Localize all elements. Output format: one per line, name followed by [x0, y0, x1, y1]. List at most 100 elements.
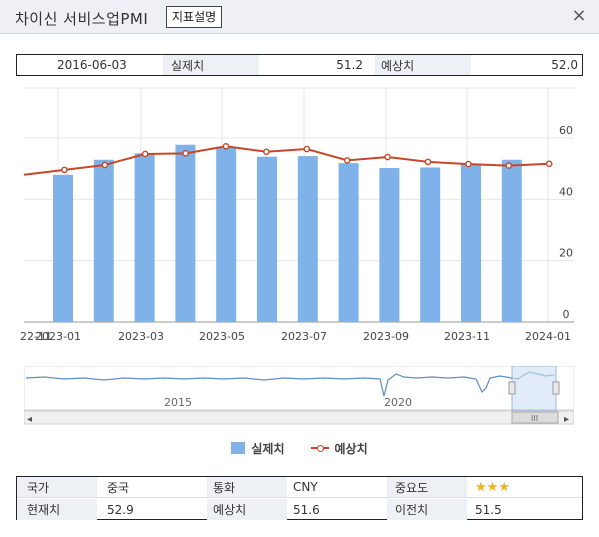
legend-actual-label: 실제치: [251, 441, 285, 456]
info-row-2: 현재치 52.9 예상치 51.6 이전치 51.5: [17, 499, 582, 520]
previous-label: 이전치: [387, 499, 467, 520]
main-chart[interactable]: 22-11 2023-01 2023-03 2023-05 2023-07 2023-09…: [0, 80, 599, 350]
current-value-text: 52.9: [107, 502, 134, 517]
x-tick-label: 2023-07: [281, 330, 327, 343]
currency-value: CNY: [287, 477, 387, 497]
navigator-label-2015: 2015: [164, 396, 192, 409]
y-tick-label: 40: [559, 185, 573, 198]
x-tick-label: 22-11: [20, 330, 52, 343]
close-icon[interactable]: ×: [571, 5, 587, 26]
forecast-point: [182, 150, 189, 157]
y-tick-label: 60: [559, 124, 573, 137]
title-bar: 차이신 서비스업PMI 지표설명 ×: [0, 0, 599, 34]
indicator-info-table: 국가 중국 통화 CNY 중요도 ★ ★ ★ 현재치 52.9 예상치 51.6 이…: [16, 476, 583, 520]
country-value-text: 중국: [107, 480, 130, 495]
chart-bar: [501, 159, 522, 322]
summary-forecast-value-text: 52.0: [551, 58, 578, 72]
currency-value-text: CNY: [293, 480, 318, 494]
forecast-value-text: 51.6: [293, 502, 320, 517]
summary-actual-label-text: 실제치: [171, 58, 205, 73]
legend-item-actual[interactable]: 실제치: [231, 438, 285, 458]
scrollbar-thumb[interactable]: [511, 411, 559, 424]
summary-actual-value-text: 51.2: [336, 58, 363, 72]
x-tick-label: 2023-09: [363, 330, 409, 343]
forecast-point: [465, 160, 472, 168]
legend-line-marker-icon: [310, 443, 329, 453]
navigator-canvas[interactable]: 2015 2020 III ◂ ▸: [23, 365, 575, 426]
current-value: 52.9: [97, 499, 207, 520]
previous-value: 51.5: [467, 499, 582, 520]
current-label-text: 현재치: [27, 503, 61, 517]
forecast-label-text: 예상치: [213, 503, 247, 517]
legend-item-forecast[interactable]: 예상치: [310, 438, 368, 458]
window-title: 차이신 서비스업PMI: [15, 10, 149, 28]
scroll-left-arrow-icon[interactable]: ◂: [27, 414, 32, 425]
x-tick-label: 2023-11: [444, 330, 490, 343]
scrollbar-grip-icon: III: [531, 414, 538, 423]
summary-row: 2016-06-03 실제치 51.2 예상치 52.0: [16, 54, 583, 76]
chart-bar: [338, 163, 359, 322]
importance-star-icon: ★: [475, 479, 487, 495]
forecast-label: 예상치: [207, 499, 287, 520]
legend-forecast-label: 예상치: [334, 441, 368, 456]
navigator-selection[interactable]: [511, 365, 557, 411]
country-value: 중국: [97, 477, 207, 497]
chart-bar: [93, 159, 114, 322]
chart-bar: [379, 168, 400, 322]
x-tick-label: 2023-05: [199, 330, 245, 343]
forecast-point: [101, 161, 109, 169]
summary-actual-label: 실제치: [163, 55, 259, 75]
forecast-point: [222, 142, 230, 150]
indicator-description-button[interactable]: 지표설명: [166, 6, 223, 28]
chart-bar: [257, 156, 277, 322]
navigator-handle-left[interactable]: [508, 381, 516, 395]
navigator-series-line: [25, 371, 555, 397]
legend-bar-swatch-icon: [231, 442, 246, 454]
importance-star-icon: ★: [498, 479, 510, 495]
summary-forecast-label-text: 예상치: [381, 58, 415, 73]
chart-bar: [420, 167, 441, 322]
navigator-handle-right[interactable]: [552, 381, 560, 395]
country-label-text: 국가: [27, 480, 50, 495]
forecast-point: [384, 153, 391, 161]
previous-label-text: 이전치: [395, 503, 429, 517]
importance-star-icon: ★: [486, 479, 499, 495]
x-tick-label: 2023-03: [118, 330, 164, 343]
currency-label: 통화: [207, 477, 287, 497]
forecast-series-line: [23, 145, 550, 176]
forecast-point: [545, 160, 553, 168]
y-tick-label: 0: [563, 308, 570, 321]
summary-date: 2016-06-03: [57, 58, 127, 72]
navigator-label-2020: 2020: [384, 396, 412, 409]
country-label: 국가: [17, 477, 97, 497]
forecast-point: [141, 150, 149, 158]
scrollbar-track[interactable]: [23, 410, 575, 425]
forecast-point: [343, 157, 351, 164]
chart-bar: [216, 146, 237, 322]
summary-forecast-label: 예상치: [375, 55, 471, 75]
y-tick-label: 20: [559, 247, 573, 260]
forecast-point: [505, 162, 513, 169]
forecast-point: [263, 148, 270, 156]
current-label: 현재치: [17, 499, 97, 520]
forecast-point: [303, 145, 311, 153]
chart-legend: 실제치 예상치: [0, 438, 599, 458]
chart-bar: [53, 174, 73, 322]
x-tick-label: 2023-01: [35, 330, 81, 343]
chart-bar: [175, 144, 196, 322]
previous-value-text: 51.5: [475, 502, 502, 517]
forecast-point: [424, 158, 432, 166]
summary-actual-value: 51.2: [259, 55, 365, 75]
importance-label: 중요도: [387, 477, 467, 497]
chart-bar: [461, 164, 481, 322]
range-navigator[interactable]: 2015 2020 III ◂ ▸: [23, 365, 575, 426]
scroll-right-arrow-icon[interactable]: ▸: [564, 414, 569, 425]
summary-forecast-value: 52.0: [471, 55, 578, 75]
forecast-value: 51.6: [287, 499, 387, 520]
chart-bar: [297, 156, 318, 322]
info-row-1: 국가 중국 통화 CNY 중요도 ★ ★ ★: [17, 477, 582, 498]
currency-label-text: 통화: [213, 480, 236, 495]
importance-stars: ★ ★ ★: [467, 477, 582, 497]
x-tick-label: 2024-01: [525, 330, 571, 343]
